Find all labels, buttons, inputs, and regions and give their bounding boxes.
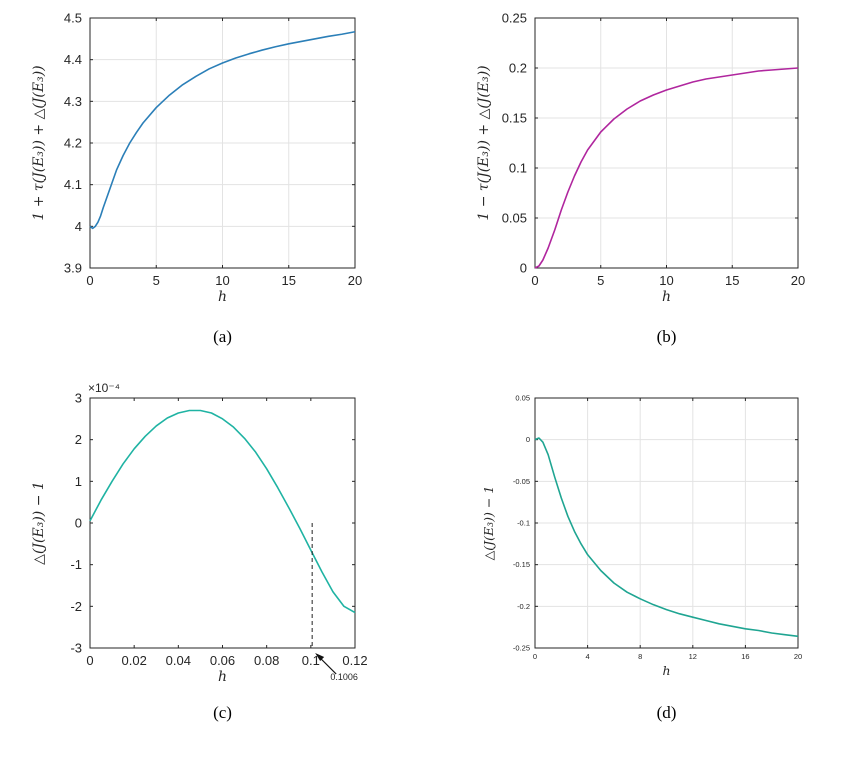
x-tick-label: 15 bbox=[282, 273, 296, 288]
x-tick-label: 0 bbox=[86, 273, 93, 288]
x-tick-label: 20 bbox=[791, 273, 805, 288]
panel-caption: (a) bbox=[213, 327, 232, 346]
annotation-arrow-head bbox=[315, 653, 325, 661]
panel-b: 0 5 10 15 20 0 0.05 0.1 0.15 0.2 0.25 h 1 − τ(J(E₃))… bbox=[476, 11, 805, 347]
y-tick-label: 4.1 bbox=[64, 177, 82, 192]
x-tick-label: 0.12 bbox=[342, 653, 367, 668]
y-axis-label: 1 − τ(J(E₃)) + △(J(E₃)) bbox=[476, 65, 492, 220]
y-tick-label: 0.2 bbox=[509, 61, 527, 76]
series-line bbox=[89, 30, 356, 230]
panel-caption: (d) bbox=[657, 703, 677, 722]
x-tick-label: 0.02 bbox=[122, 653, 147, 668]
y-tick-label: -3 bbox=[70, 641, 82, 656]
y-tick-label: 4.2 bbox=[64, 136, 82, 151]
x-tick-label: 0 bbox=[86, 653, 93, 668]
panel-caption: (b) bbox=[657, 327, 677, 346]
x-axis-label: h bbox=[218, 669, 227, 685]
x-tick-label: 8 bbox=[638, 652, 642, 661]
x-axis-label: h bbox=[662, 663, 670, 678]
x-tick-label: 10 bbox=[215, 273, 229, 288]
y-tick-label: 0.15 bbox=[502, 111, 527, 126]
x-axis-label: h bbox=[662, 289, 671, 305]
y-tick-label: 3 bbox=[75, 391, 82, 406]
y-axis-label: △(J(E₃)) − 1 bbox=[481, 486, 496, 561]
series-line bbox=[89, 409, 356, 614]
series-line bbox=[534, 437, 799, 638]
y-exponent-label: ×10⁻⁴ bbox=[88, 381, 120, 395]
y-tick-label: 4.5 bbox=[64, 11, 82, 26]
y-tick-label: 0.1 bbox=[509, 161, 527, 176]
axes-box bbox=[89, 397, 356, 649]
y-tick-label: -1 bbox=[70, 557, 82, 572]
y-tick-label: -0.2 bbox=[517, 602, 530, 611]
y-tick-label: -0.05 bbox=[513, 477, 530, 486]
x-tick-label: 0.04 bbox=[166, 653, 191, 668]
y-tick-label: 0 bbox=[75, 516, 82, 531]
annotation-label: 0.1006 bbox=[330, 672, 358, 682]
x-axis-label: h bbox=[218, 289, 227, 305]
x-tick-label: 4 bbox=[586, 652, 590, 661]
x-tick-label: 0.1 bbox=[302, 653, 320, 668]
x-tick-label: 0.06 bbox=[210, 653, 235, 668]
y-tick-label: 0 bbox=[526, 435, 530, 444]
panel-c: 0 0.02 0.04 0.06 0.08 0.1 0.12 -3 -2 -1 0 1 2 3 ×10⁻⁴ 0… bbox=[31, 381, 368, 722]
y-tick-label: -2 bbox=[70, 599, 82, 614]
x-tick-label: 5 bbox=[153, 273, 160, 288]
y-tick-label: -0.25 bbox=[513, 644, 530, 653]
panel-d: 0 4 8 12 16 20 -0.25 -0.2 -0.15 -0.1 -0.05 0 0.05 h △(… bbox=[481, 394, 802, 723]
x-tick-label: 0 bbox=[533, 652, 537, 661]
y-tick-label: 1 bbox=[75, 474, 82, 489]
y-axis-label: 1 + τ(J(E₃)) + △(J(E₃)) bbox=[31, 65, 47, 220]
y-axis-label: △(J(E₃)) − 1 bbox=[31, 481, 47, 565]
y-tick-label: 0.05 bbox=[515, 394, 530, 403]
x-tick-label: 20 bbox=[794, 652, 802, 661]
series-line bbox=[534, 67, 799, 269]
x-tick-label: 16 bbox=[741, 652, 749, 661]
y-tick-label: -0.15 bbox=[513, 560, 530, 569]
x-tick-label: 10 bbox=[659, 273, 673, 288]
panel-caption: (c) bbox=[213, 703, 232, 722]
y-tick-label: 4 bbox=[75, 219, 82, 234]
y-tick-label: 0.05 bbox=[502, 211, 527, 226]
y-tick-label: 4.4 bbox=[64, 52, 82, 67]
y-tick-label: 2 bbox=[75, 432, 82, 447]
y-tick-label: 3.9 bbox=[64, 261, 82, 276]
x-tick-label: 0 bbox=[531, 273, 538, 288]
x-tick-label: 20 bbox=[348, 273, 362, 288]
x-tick-label: 0.08 bbox=[254, 653, 279, 668]
panel-a: 0 5 10 15 20 3.9 4 4.1 4.2 4.3 4.4 4.5 h 1 + τ(J(E₃))… bbox=[31, 11, 362, 347]
x-tick-label: 5 bbox=[597, 273, 604, 288]
x-tick-label: 12 bbox=[689, 652, 697, 661]
y-tick-label: 0 bbox=[520, 261, 527, 276]
y-tick-label: 4.3 bbox=[64, 94, 82, 109]
x-tick-label: 15 bbox=[725, 273, 739, 288]
y-tick-label: -0.1 bbox=[517, 519, 530, 528]
y-tick-label: 0.25 bbox=[502, 11, 527, 26]
